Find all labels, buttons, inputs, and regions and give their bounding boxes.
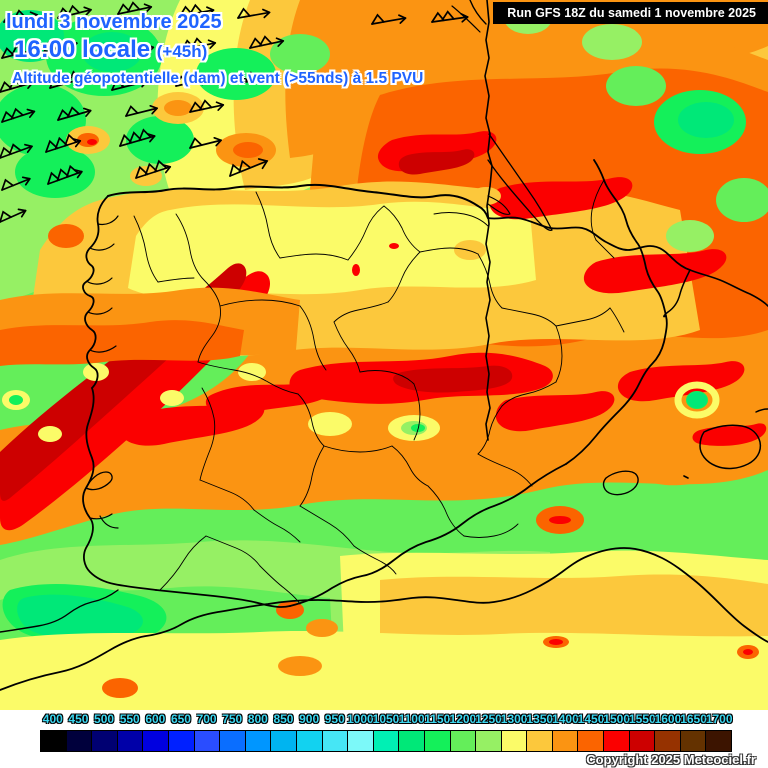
legend-swatch [41, 731, 67, 751]
legend-tick-label: 1400 [552, 712, 579, 726]
legend-swatch [348, 731, 374, 751]
legend-tick-label: 800 [247, 712, 268, 726]
legend-tick-label: 500 [94, 712, 115, 726]
forecast-date-label: lundi 3 novembre 2025 [6, 11, 222, 33]
legend-tick-label: 950 [324, 712, 345, 726]
legend-swatch [92, 731, 118, 751]
legend-swatch [399, 731, 425, 751]
legend-swatch [655, 731, 681, 751]
legend-tick-label: 1250 [475, 712, 502, 726]
legend-tick-label: 1500 [603, 712, 631, 726]
legend-color-bar [40, 730, 732, 752]
legend-tick-label: 1700 [705, 712, 733, 726]
legend-tick-label: 1150 [424, 712, 451, 726]
legend-tick-label: 600 [145, 712, 166, 726]
forecast-offset-label: (+45h) [156, 42, 208, 61]
weather-map[interactable]: lundi 3 novembre 2025 16:00 locale (+45h… [0, 0, 768, 710]
legend-swatch [578, 731, 605, 751]
legend-tick-label: 650 [170, 712, 191, 726]
legend-swatch [373, 731, 400, 751]
color-scale-legend: 400 450 500 550 600 650 700 750 800 850 900 950 1000… [0, 710, 768, 768]
legend-tick-label: 550 [119, 712, 140, 726]
legend-swatch [680, 731, 707, 751]
forecast-time-label: 16:00 locale (+45h) [14, 36, 207, 64]
legend-swatch [245, 731, 272, 751]
legend-swatch [476, 731, 502, 751]
copyright-label: Copyright 2025 Meteociel.fr [586, 752, 756, 767]
legend-tick-label: 1650 [680, 712, 707, 726]
wind-barbs-group [0, 1, 469, 223]
legend-swatch [66, 731, 93, 751]
legend-swatch [527, 731, 553, 751]
legend-tick-label: 1550 [628, 712, 656, 726]
legend-tick-label: 450 [68, 712, 89, 726]
legend-swatch [706, 731, 732, 751]
forecast-time-value: 16:00 locale [14, 36, 151, 63]
legend-swatch [220, 731, 246, 751]
legend-swatch [143, 731, 169, 751]
legend-tick-label: 850 [273, 712, 294, 726]
legend-tick-label: 1600 [654, 712, 682, 726]
legend-tick-label: 700 [196, 712, 217, 726]
legend-swatch [194, 731, 221, 751]
legend-tick-label: 1100 [398, 712, 425, 726]
legend-swatch [168, 731, 195, 751]
legend-swatch [322, 731, 349, 751]
legend-swatch [501, 731, 528, 751]
legend-tick-label: 1350 [526, 712, 554, 726]
legend-tick-label: 1000 [347, 712, 374, 726]
legend-swatch [424, 731, 451, 751]
model-run-label: Run GFS 18Z du samedi 1 novembre 2025 [507, 6, 756, 20]
legend-tick-label: 400 [42, 712, 63, 726]
legend-tick-label: 1450 [577, 712, 605, 726]
legend-swatch [629, 731, 656, 751]
legend-tick-labels: 400 450 500 550 600 650 700 750 800 850 900 950 1000… [0, 710, 768, 730]
legend-swatch [552, 731, 579, 751]
legend-tick-label: 900 [299, 712, 320, 726]
legend-swatch [117, 731, 144, 751]
parameter-description-label: Altitude géopotentielle (dam) et vent (>… [12, 70, 424, 87]
legend-tick-label: 1200 [449, 712, 477, 726]
legend-swatch [271, 731, 297, 751]
legend-tick-label: 750 [222, 712, 243, 726]
legend-swatch [604, 731, 630, 751]
legend-swatch [450, 731, 477, 751]
model-run-bar: Run GFS 18Z du samedi 1 novembre 2025 [493, 2, 768, 24]
legend-tick-label: 1300 [500, 712, 528, 726]
map-canvas [0, 0, 768, 710]
legend-tick-label: 1050 [372, 712, 400, 726]
legend-swatch [296, 731, 323, 751]
